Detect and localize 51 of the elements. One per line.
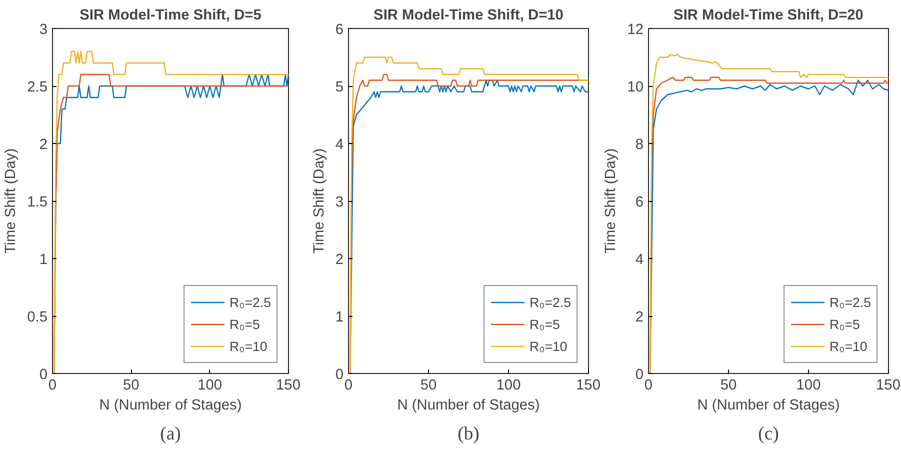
text: (c) — [758, 424, 779, 444]
x-tick-label: 50 — [420, 378, 437, 394]
y-tick-label: 0 — [335, 367, 344, 383]
text: (b) — [458, 424, 480, 444]
legend-label: R₀=10 — [230, 338, 268, 354]
y-tick-label: 4 — [335, 137, 344, 153]
x-tick-label: 100 — [198, 378, 222, 394]
y-tick-label: 2 — [39, 137, 48, 153]
legend-label: R₀=5 — [830, 316, 860, 332]
x-axis-title: N (Number of Stages) — [397, 398, 540, 414]
legend-label: R₀=2.5 — [230, 294, 271, 310]
y-tick-label: 10 — [627, 80, 644, 96]
x-tick-label: 100 — [496, 378, 521, 394]
y-axis-title: Time Shift (Day) — [603, 148, 620, 254]
y-tick-label: 0 — [39, 367, 48, 383]
text: (a) — [160, 424, 181, 444]
legend-label: R₀=2.5 — [830, 294, 871, 310]
y-tick-label: 0.5 — [27, 310, 48, 326]
x-tick-label: 150 — [876, 378, 901, 394]
legend-label: R₀=10 — [530, 338, 568, 354]
legend-label: R₀=2.5 — [530, 294, 571, 310]
y-tick-label: 6 — [635, 194, 644, 210]
y-tick-label: 4 — [635, 252, 644, 268]
legend-label: R₀=5 — [530, 316, 560, 332]
y-tick-label: 2.5 — [27, 80, 48, 96]
legend-label: R₀=5 — [230, 316, 260, 332]
x-tick-label: 150 — [576, 378, 601, 394]
y-tick-label: 1.5 — [27, 194, 48, 210]
y-tick-label: 8 — [635, 137, 644, 153]
y-tick-label: 3 — [335, 194, 344, 210]
y-tick-label: 2 — [335, 252, 344, 268]
y-tick-label: 12 — [627, 22, 644, 38]
x-axis-title: N (Number of Stages) — [99, 398, 242, 414]
y-tick-label: 5 — [335, 80, 344, 96]
chart-title: SIR Model-Time Shift, D=10 — [374, 8, 564, 24]
chart-title: SIR Model-Time Shift, D=20 — [674, 8, 864, 24]
y-tick-label: 6 — [335, 22, 344, 38]
y-tick-label: 1 — [335, 310, 344, 326]
y-axis-title: Time Shift (Day) — [311, 148, 328, 254]
legend-label: R₀=10 — [830, 338, 868, 354]
y-tick-label: 1 — [39, 252, 48, 268]
y-tick-label: 2 — [635, 310, 644, 326]
y-tick-label: 0 — [635, 367, 644, 383]
x-axis-title: N (Number of Stages) — [697, 398, 840, 414]
y-axis-title: Time Shift (Day) — [3, 148, 20, 254]
x-tick-label: 100 — [796, 378, 821, 394]
x-tick-label: 150 — [276, 378, 301, 394]
y-tick-label: 3 — [39, 22, 48, 38]
x-tick-label: 50 — [720, 378, 737, 394]
x-tick-label: 50 — [123, 378, 140, 394]
chart-title: SIR Model-Time Shift, D=5 — [80, 8, 262, 24]
